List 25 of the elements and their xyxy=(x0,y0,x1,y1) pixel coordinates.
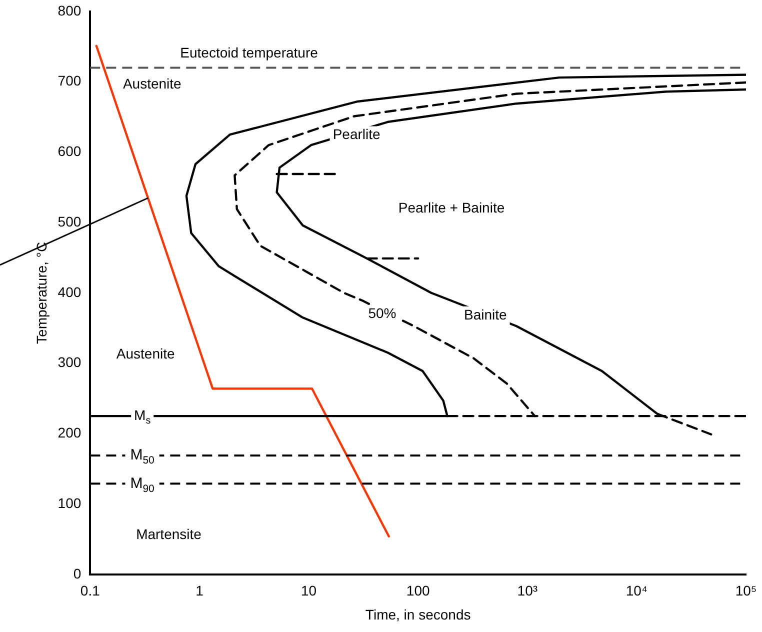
x-tick-label: 10 xyxy=(300,582,317,599)
y-tick-label: 400 xyxy=(58,284,82,300)
x-axis-title: Time, in seconds xyxy=(365,606,471,622)
y-tick-label: 300 xyxy=(58,354,82,370)
x-tick-label: 10⁴ xyxy=(626,582,648,599)
y-tick-label: 600 xyxy=(58,143,82,160)
annotation: Martensite xyxy=(136,526,202,542)
x-tick-label: 0.1 xyxy=(80,582,100,599)
x-tick-label: 10³ xyxy=(517,582,538,599)
annotation: Pearlite xyxy=(332,126,380,142)
ref-line-label: Eutectoid temperature xyxy=(180,44,318,61)
y-tick-label: 800 xyxy=(58,2,82,18)
y-tick-label: 200 xyxy=(58,424,82,441)
annotation: Bainite xyxy=(464,306,508,322)
x-tick-label: 10⁵ xyxy=(735,582,757,599)
annotation: Austenite xyxy=(122,75,182,92)
x-tick-label: 1 xyxy=(196,582,204,599)
annotation: Pearlite + Bainite xyxy=(398,199,505,216)
x-tick-label: 100 xyxy=(406,582,430,599)
y-tick-label: 700 xyxy=(58,72,82,89)
y-tick-label: 500 xyxy=(58,213,82,230)
y-tick-label: 100 xyxy=(58,494,82,511)
y-tick-label: 0 xyxy=(73,565,82,582)
annotation: 50% xyxy=(368,304,396,321)
annotation: Austenite xyxy=(116,346,175,362)
